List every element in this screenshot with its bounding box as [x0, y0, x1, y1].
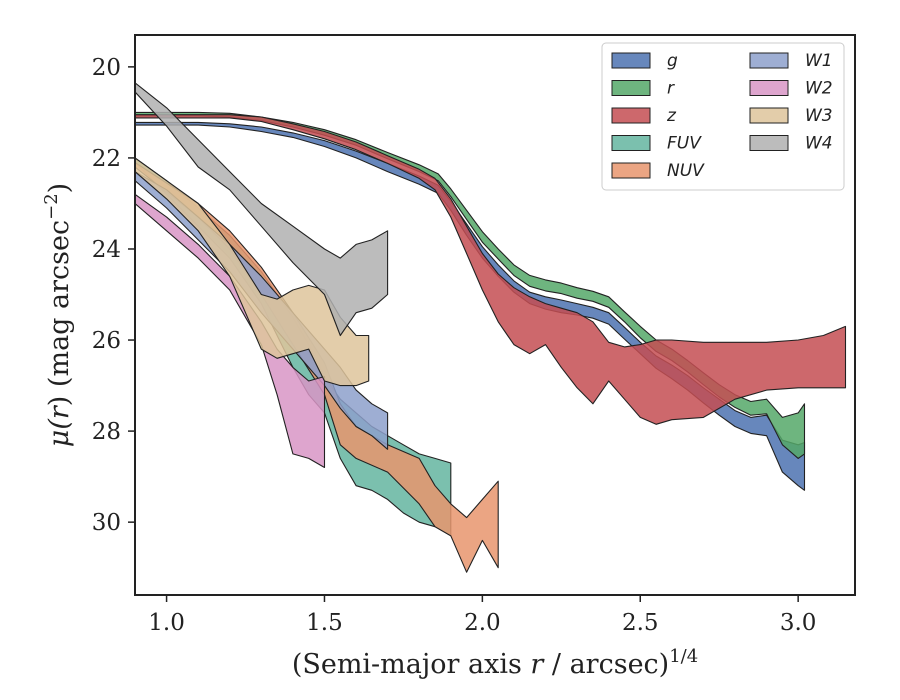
band-w3 — [135, 157, 370, 387]
y-axis-label: μ(r) (mag arcsec−2) — [41, 183, 75, 447]
y-axis-label-part: ) — [44, 183, 75, 194]
x-axis-label-part: (Semi-major axis — [292, 649, 531, 680]
legend-label-w3: W3 — [805, 106, 833, 126]
legend-swatch-w4 — [749, 135, 789, 151]
x-axis-label: (Semi-major axis r / arcsec)1/4 — [292, 646, 698, 680]
legend: grz FUV NUV W1 W2 W3 W4 — [601, 42, 845, 191]
plot-frame — [134, 34, 856, 596]
legend-swatch-w3 — [749, 107, 789, 124]
legend-swatch-z — [611, 107, 651, 124]
legend-swatch-nuv — [611, 162, 651, 179]
legend-swatch-r — [611, 80, 651, 96]
legend-label-g: g — [667, 51, 678, 71]
legend-swatch-fuv — [611, 135, 651, 151]
legend-label-r: r — [667, 79, 675, 99]
x-axis-ticks: 1.0 1.5 2.0 2.5 3.0 — [148, 595, 816, 636]
y-tick-label: 28 — [92, 419, 121, 445]
legend-label-z: z — [666, 106, 677, 126]
y-tick-label: 26 — [92, 328, 121, 354]
x-tick-label: 1.5 — [306, 610, 343, 636]
legend-swatch-w2 — [749, 80, 789, 96]
y-tick-label: 30 — [92, 510, 121, 536]
y-tick-label: 24 — [92, 237, 121, 263]
y-axis-label-part: ) (mag arcsec — [44, 220, 75, 406]
y-tick-label: 20 — [92, 55, 121, 81]
x-axis-label-exponent: 1/4 — [669, 646, 698, 667]
legend-label-fuv: FUV — [667, 134, 702, 154]
legend-label-nuv: NUV — [667, 161, 705, 181]
x-axis-label-variable: r — [530, 649, 545, 680]
legend-label-w1: W1 — [805, 51, 833, 71]
legend-label-w2: W2 — [805, 79, 833, 99]
band-z — [135, 114, 847, 425]
y-axis-ticks: 20 22 24 26 28 30 — [92, 55, 135, 536]
legend-label-w4: W4 — [805, 134, 833, 154]
band-r — [135, 111, 806, 459]
x-tick-label: 3.0 — [780, 610, 817, 636]
y-axis-label-part: μ( — [44, 418, 75, 448]
legend-swatch-g — [611, 52, 651, 69]
x-tick-label: 1.0 — [148, 610, 185, 636]
x-axis-label-part: / arcsec) — [543, 649, 669, 680]
profile-bands — [135, 82, 847, 573]
x-tick-label: 2.0 — [464, 610, 501, 636]
y-axis-label-variable: r — [44, 404, 75, 419]
y-axis-label-exponent: −2 — [41, 193, 62, 220]
band-w4 — [135, 82, 389, 337]
legend-swatch-w1 — [749, 52, 789, 69]
y-tick-label: 22 — [92, 146, 121, 172]
legend-box — [601, 42, 845, 191]
x-tick-label: 2.5 — [622, 610, 659, 636]
